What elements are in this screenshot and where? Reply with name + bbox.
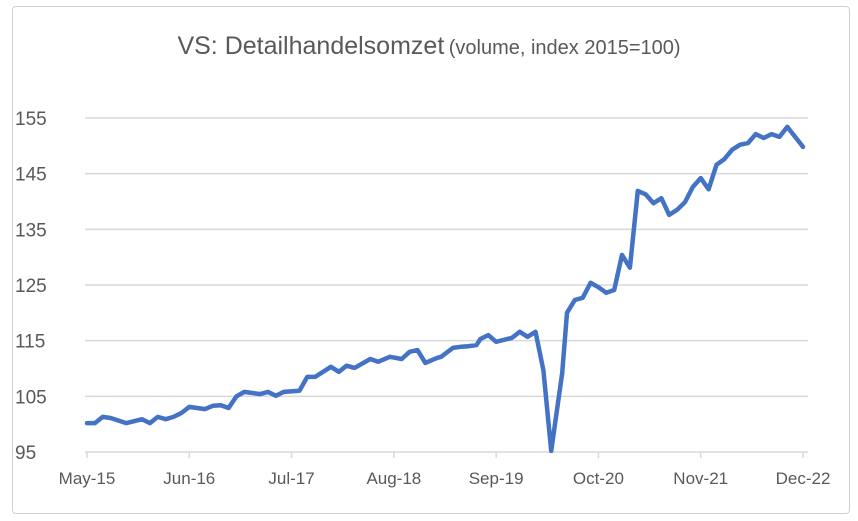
x-tick-label: Dec-22 <box>776 469 831 488</box>
y-tick-label: 155 <box>15 109 47 130</box>
series-line <box>84 124 806 454</box>
x-tick-label: Sep-19 <box>469 469 524 488</box>
x-tick-label: Nov-21 <box>673 469 728 488</box>
y-tick-label: 105 <box>15 387 47 408</box>
y-tick-label: 125 <box>15 276 47 297</box>
chart-subtitle: (volume, index 2015=100) <box>448 37 681 59</box>
y-tick-label: 135 <box>15 220 47 241</box>
x-tick-label: Oct-20 <box>573 469 624 488</box>
chart-frame <box>12 6 850 514</box>
y-tick-label: 145 <box>15 165 47 186</box>
y-tick-label: 95 <box>15 443 36 464</box>
x-tick-label: Aug-18 <box>366 469 421 488</box>
chart-title: VS: Detailhandelsomzet (volume, index 20… <box>0 32 858 61</box>
y-tick-label: 115 <box>15 332 45 353</box>
x-tick-label: May-15 <box>59 469 116 488</box>
chart-title-main: VS: Detailhandelsomzet <box>177 32 445 60</box>
x-tick-label: Jun-16 <box>163 469 215 488</box>
x-tick-label: Jul-17 <box>268 469 314 488</box>
